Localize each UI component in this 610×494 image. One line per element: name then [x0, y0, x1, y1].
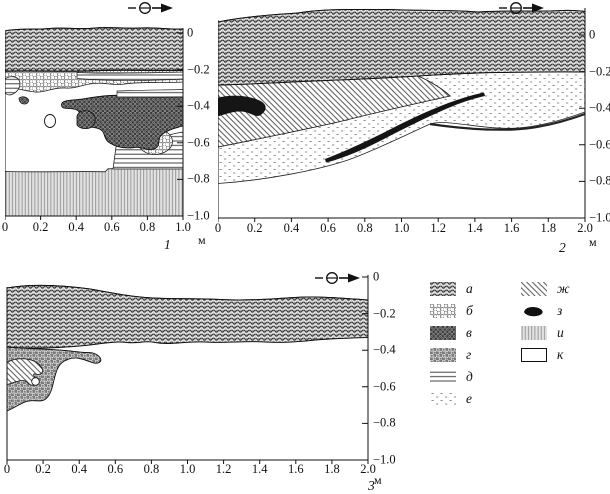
- legend-label-i: и: [557, 325, 564, 340]
- tick-label: 0.2: [32, 220, 49, 234]
- legend-swatch-g: [430, 348, 456, 362]
- p3-region-a-band: [6, 284, 369, 349]
- tick-label: 1.0: [393, 221, 410, 235]
- tick-label: −0.2: [589, 64, 610, 79]
- tick-label: 0.6: [103, 220, 120, 234]
- p1-x-ticks: [5, 216, 184, 220]
- p2-region-a-band: [218, 8, 586, 86]
- legend-swatch-zh: [521, 282, 547, 296]
- panel3-x-unit: м: [374, 473, 382, 487]
- panel1-x-unit: м: [198, 233, 206, 247]
- tick-label: 1.0: [179, 462, 196, 476]
- panel3-number: 3: [368, 478, 375, 493]
- profile-panel-2: [218, 8, 586, 222]
- legend-label-g: г: [466, 347, 472, 362]
- tick-label: −0.2: [373, 306, 396, 321]
- p1-region-v-mass: [61, 94, 184, 151]
- p1-blob-d-small: [5, 76, 21, 96]
- tick-label: −0.8: [373, 415, 396, 430]
- tick-label: −0.4: [373, 342, 396, 357]
- tick-label: 0.4: [68, 220, 84, 234]
- tick-label: 0.8: [143, 462, 160, 476]
- legend-swatch-z: [524, 306, 543, 317]
- legend-label-e: е: [466, 391, 472, 406]
- tick-label: 1.6: [503, 221, 520, 235]
- direction-marker-icon: [315, 272, 360, 284]
- legend-label-b: б: [466, 303, 473, 318]
- legend-label-zh: ж: [557, 281, 570, 296]
- tick-label: 0: [214, 221, 222, 235]
- tick-label: −0.6: [589, 137, 610, 152]
- tick-label: −1.0: [187, 208, 210, 223]
- tick-label: −1.0: [589, 210, 610, 225]
- panel2-x-unit: м: [589, 235, 597, 249]
- p1-region-d-thin: [116, 89, 184, 99]
- tick-label: 1.8: [540, 221, 557, 235]
- p2-blob-z-black: [218, 95, 266, 117]
- profile-panel-3: [6, 275, 369, 464]
- legend-label-a: а: [466, 281, 473, 296]
- p3-white-circle: [31, 377, 40, 386]
- tick-label: 1.8: [324, 462, 340, 476]
- legend-swatch-e: [430, 392, 456, 406]
- tick-label: −0.4: [589, 100, 610, 115]
- p1-region-a-band: [5, 27, 184, 72]
- tick-label: 1.4: [251, 462, 268, 476]
- p2-streak-z-black: [325, 92, 485, 163]
- legend-swatch-b: [430, 304, 456, 318]
- tick-label: 0.8: [139, 220, 156, 234]
- tick-label: 0: [187, 25, 194, 40]
- tick-label: 0.2: [35, 462, 51, 476]
- tick-label: −0.8: [589, 173, 610, 188]
- direction-marker-icon: [128, 2, 173, 14]
- tick-label: 0.4: [283, 221, 300, 235]
- tick-label: −1.0: [373, 452, 396, 467]
- tick-label: 0.6: [320, 221, 336, 235]
- tick-label: 0.6: [107, 462, 124, 476]
- direction-marker-icon: [499, 2, 544, 14]
- legend-label-d: д: [466, 369, 473, 384]
- p1-blob-white-oval: [44, 114, 56, 128]
- tick-label: −0.2: [187, 62, 210, 77]
- tick-label: 0: [1, 220, 9, 234]
- tick-label: −0.4: [187, 98, 210, 113]
- profile-panel-1: [5, 27, 184, 220]
- legend-swatch-i: [521, 326, 547, 340]
- p2-x-ticks: [218, 218, 586, 222]
- legend-swatch-d: [430, 370, 456, 384]
- tick-label: 2.0: [360, 462, 376, 476]
- p3-x-ticks: [6, 460, 369, 464]
- panel1-number: 1: [164, 237, 171, 252]
- legend-label-v: в: [466, 325, 472, 340]
- tick-label: 0: [3, 462, 11, 476]
- p1-y-ticks: [177, 32, 183, 217]
- legend-label-z: з: [557, 303, 563, 318]
- tick-label: −0.6: [373, 379, 396, 394]
- panel2-number: 2: [559, 240, 566, 255]
- p1-blob-v-round: [76, 110, 96, 130]
- legend-label-k: к: [557, 347, 564, 362]
- legend-swatch-k: [521, 348, 547, 362]
- tick-label: 0: [373, 269, 380, 284]
- tick-label: 0: [589, 27, 596, 42]
- tick-label: 0.4: [71, 462, 87, 476]
- legend-swatch-a: [430, 282, 456, 296]
- p1-blob-dark-small: [18, 96, 29, 105]
- tick-label: 1.2: [215, 462, 232, 476]
- tick-label: 1.0: [175, 220, 191, 234]
- p3-y-ticks: [362, 276, 368, 461]
- tick-label: −0.8: [187, 171, 210, 186]
- tick-label: −0.6: [187, 135, 210, 150]
- p2-thin-dark-lining: [429, 112, 586, 131]
- tick-label: 1.6: [287, 462, 304, 476]
- legend-swatch-v: [430, 326, 456, 340]
- p2-y-ticks: [579, 34, 585, 219]
- tick-label: 0.8: [356, 221, 373, 235]
- p1-region-d-lens: [76, 71, 184, 81]
- tick-label: 1.4: [467, 221, 483, 235]
- p1-region-i-band: [5, 167, 184, 217]
- tick-label: 2.0: [577, 221, 593, 235]
- tick-label: 0.2: [246, 221, 263, 235]
- tick-label: 1.2: [430, 221, 446, 235]
